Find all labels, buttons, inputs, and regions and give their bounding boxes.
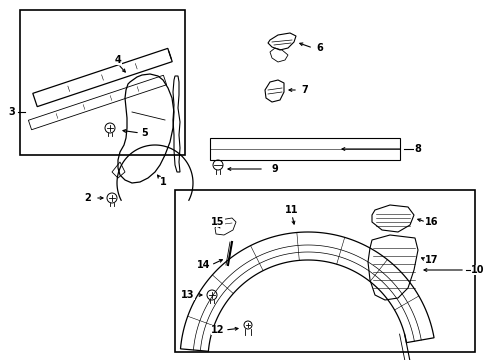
Bar [210, 138, 400, 160]
Text: 1: 1 [160, 177, 167, 187]
Text: 16: 16 [425, 217, 439, 227]
Text: 5: 5 [142, 128, 148, 138]
Text: 13: 13 [181, 290, 195, 300]
Text: 4: 4 [115, 55, 122, 65]
Text: 11: 11 [285, 205, 299, 215]
Text: 3: 3 [9, 107, 15, 117]
Text: 10: 10 [471, 265, 485, 275]
Text: 2: 2 [85, 193, 91, 203]
Text: 15: 15 [211, 217, 225, 227]
Text: 6: 6 [317, 43, 323, 53]
Text: 9: 9 [271, 164, 278, 174]
Text: 12: 12 [211, 325, 225, 335]
Text: 7: 7 [302, 85, 308, 95]
Text: 14: 14 [197, 260, 211, 270]
Bar [175, 190, 475, 352]
Bar [20, 10, 185, 155]
Text: 17: 17 [425, 255, 439, 265]
Text: 8: 8 [415, 144, 421, 154]
